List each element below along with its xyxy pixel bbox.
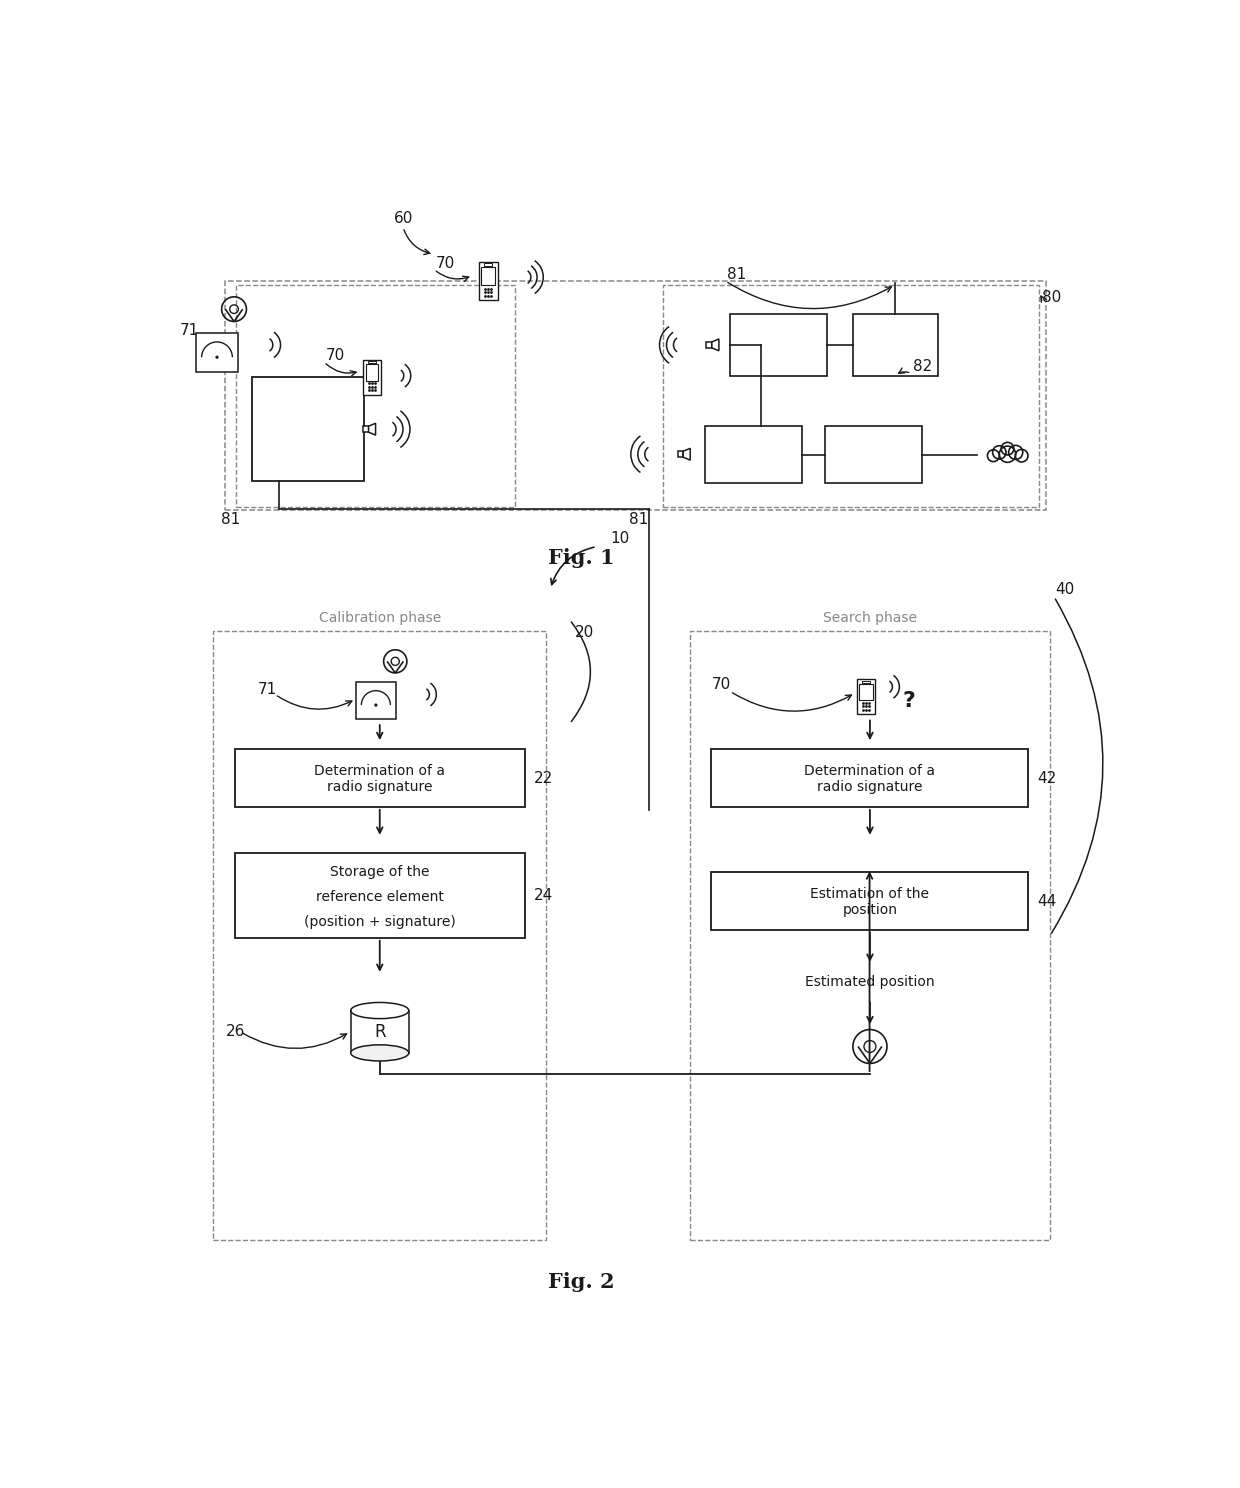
Bar — [857, 679, 875, 714]
Text: 42: 42 — [1038, 771, 1056, 786]
PathPatch shape — [683, 448, 691, 460]
Bar — [859, 684, 873, 701]
Bar — [862, 680, 869, 683]
Text: 26: 26 — [226, 1024, 246, 1039]
Bar — [730, 314, 827, 375]
Text: Search phase: Search phase — [823, 612, 916, 625]
Bar — [366, 365, 378, 381]
Text: (position + signature): (position + signature) — [304, 915, 455, 930]
Circle shape — [216, 356, 218, 359]
Text: R: R — [374, 1022, 386, 1040]
Text: Fig. 2: Fig. 2 — [548, 1272, 615, 1292]
Text: Storage of the: Storage of the — [330, 866, 429, 879]
Bar — [707, 342, 712, 348]
Text: 82: 82 — [913, 359, 932, 373]
Text: 24: 24 — [534, 888, 553, 903]
Text: Determination of a: Determination of a — [314, 763, 445, 778]
Bar — [196, 333, 238, 372]
Bar — [853, 314, 937, 375]
Bar — [368, 362, 376, 363]
Text: 20: 20 — [575, 625, 594, 640]
Text: ?: ? — [903, 690, 915, 711]
Text: 80: 80 — [1043, 290, 1061, 305]
Text: 70: 70 — [435, 256, 455, 271]
Bar — [363, 360, 381, 394]
PathPatch shape — [712, 339, 719, 351]
Bar — [712, 872, 1028, 930]
Bar — [678, 451, 683, 457]
Circle shape — [374, 704, 377, 705]
Text: 81: 81 — [727, 266, 746, 281]
Bar — [363, 426, 368, 432]
Text: 22: 22 — [534, 771, 553, 786]
Bar — [706, 426, 802, 484]
Text: Fig. 1: Fig. 1 — [548, 548, 615, 568]
Ellipse shape — [351, 1045, 409, 1061]
Bar — [689, 631, 1050, 1240]
Bar — [234, 853, 525, 937]
Text: 60: 60 — [394, 211, 413, 226]
Bar — [237, 284, 516, 506]
Text: reference element: reference element — [316, 890, 444, 905]
Text: 71: 71 — [258, 683, 277, 698]
Text: Determination of a: Determination of a — [805, 763, 935, 778]
Bar — [224, 281, 1047, 510]
Text: 81: 81 — [221, 512, 241, 527]
Text: 70: 70 — [325, 348, 345, 363]
Text: radio signature: radio signature — [327, 780, 433, 795]
Bar — [213, 631, 547, 1240]
Bar — [356, 682, 396, 719]
Bar — [826, 426, 923, 484]
Text: 44: 44 — [1038, 894, 1056, 909]
Text: 70: 70 — [712, 677, 730, 692]
Bar — [479, 262, 498, 301]
Text: 10: 10 — [611, 531, 630, 546]
Bar — [485, 263, 492, 265]
Bar — [712, 748, 1028, 806]
Text: 81: 81 — [629, 512, 649, 527]
Text: 40: 40 — [1055, 582, 1075, 597]
Text: Calibration phase: Calibration phase — [319, 612, 441, 625]
Bar — [662, 284, 1039, 506]
PathPatch shape — [368, 423, 376, 434]
Text: 71: 71 — [180, 323, 200, 338]
Bar — [252, 378, 365, 481]
Text: radio signature: radio signature — [817, 780, 923, 795]
Bar — [234, 748, 525, 806]
Text: Estimation of the: Estimation of the — [811, 887, 930, 902]
Text: position: position — [842, 903, 898, 918]
Bar — [481, 268, 495, 284]
Text: Estimated position: Estimated position — [805, 976, 935, 990]
